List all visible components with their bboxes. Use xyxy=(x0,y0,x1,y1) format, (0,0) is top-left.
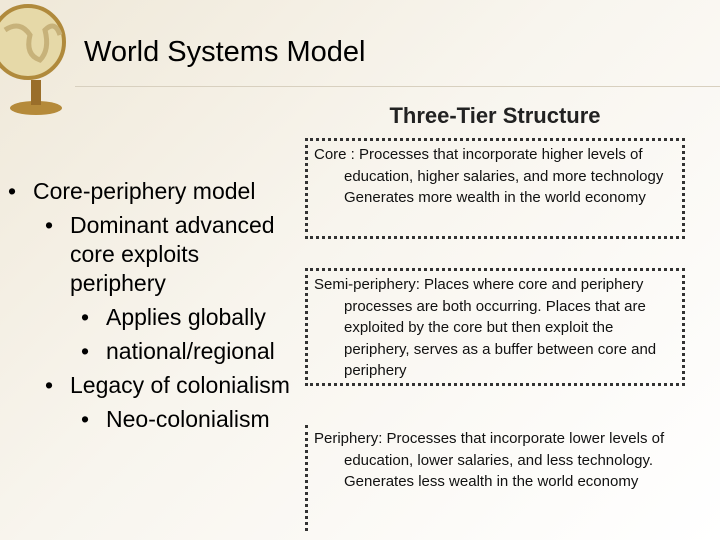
slide-title: World Systems Model xyxy=(84,36,366,68)
bullet-list: Core-periphery model Dominant advanced co… xyxy=(0,177,300,439)
title-rule xyxy=(75,86,720,87)
bullet: Dominant advanced core exploits peripher… xyxy=(45,211,298,298)
bullet: Core-periphery model xyxy=(8,177,298,206)
bullet: national/regional xyxy=(81,337,298,366)
subtitle: Three-Tier Structure xyxy=(389,103,601,128)
tier-box: Core : Processes that incorporate higher… xyxy=(305,138,685,239)
bullet: Neo-colonialism xyxy=(81,405,298,434)
tier-box: Periphery: Processes that incorporate lo… xyxy=(305,425,685,531)
bullet: Applies globally xyxy=(81,303,298,332)
globe-icon xyxy=(0,4,66,115)
tier-box: Semi-periphery: Places where core and pe… xyxy=(305,268,685,386)
bullet: Legacy of colonialism xyxy=(45,371,298,400)
